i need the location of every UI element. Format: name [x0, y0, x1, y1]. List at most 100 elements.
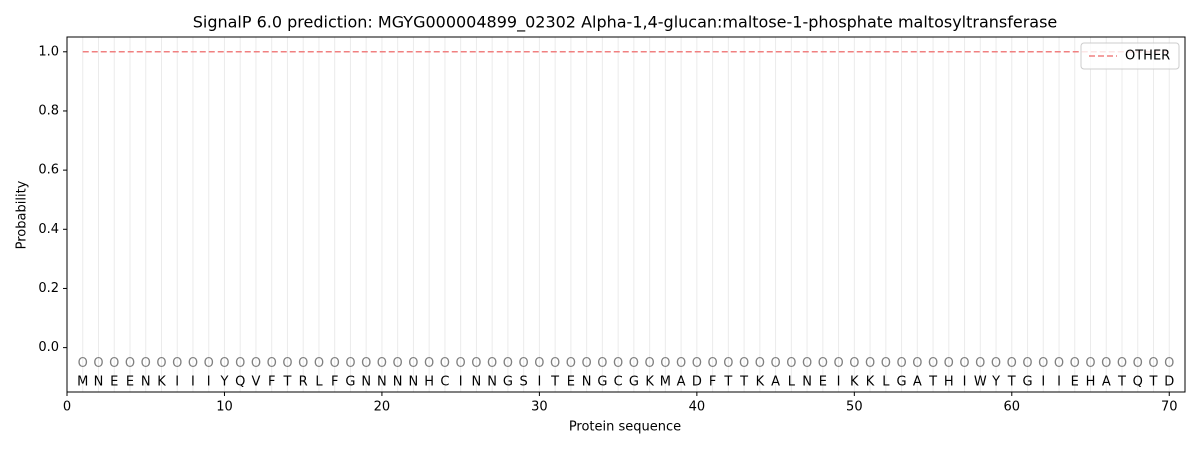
predicted-label: O — [676, 356, 686, 371]
predicted-label: O — [786, 356, 796, 371]
residue-label: K — [850, 375, 859, 390]
residue-label: A — [771, 375, 780, 390]
residue-label: I — [963, 375, 967, 390]
residue-label: T — [739, 375, 748, 390]
predicted-label: O — [881, 356, 891, 371]
predicted-label: O — [345, 356, 355, 371]
residue-label: E — [819, 375, 827, 390]
residue-label: F — [709, 375, 716, 390]
predicted-label: O — [519, 356, 529, 371]
residue-label: N — [487, 375, 497, 390]
predicted-label: O — [1007, 356, 1017, 371]
residue-label: I — [1057, 375, 1061, 390]
y-tick-label: 0.8 — [38, 103, 59, 118]
predicted-label: O — [188, 356, 198, 371]
residue-label: H — [424, 375, 434, 390]
residue-label: G — [897, 375, 907, 390]
residue-label: C — [440, 375, 449, 390]
predicted-label: O — [314, 356, 324, 371]
predicted-label: O — [235, 356, 245, 371]
residue-label: N — [393, 375, 403, 390]
y-tick-label: 0.6 — [38, 163, 59, 178]
predicted-label: O — [393, 356, 403, 371]
predicted-label: O — [849, 356, 859, 371]
predicted-label: O — [424, 356, 434, 371]
predicted-label: O — [723, 356, 733, 371]
predicted-label: O — [645, 356, 655, 371]
predicted-label: O — [597, 356, 607, 371]
residue-label: M — [77, 375, 88, 390]
residue-label: D — [692, 375, 702, 390]
residue-label: N — [582, 375, 592, 390]
residue-label: I — [459, 375, 463, 390]
residue-label: V — [252, 375, 261, 390]
predicted-label: O — [833, 356, 843, 371]
predicted-label: O — [755, 356, 765, 371]
predicted-label: O — [1070, 356, 1080, 371]
residue-label: H — [1086, 375, 1096, 390]
predicted-label: O — [692, 356, 702, 371]
predicted-label: O — [156, 356, 166, 371]
x-tick-label: 60 — [1004, 400, 1021, 415]
predicted-label: O — [251, 356, 261, 371]
residue-label: A — [913, 375, 922, 390]
residue-label: N — [377, 375, 387, 390]
predicted-label: O — [928, 356, 938, 371]
predicted-label: O — [377, 356, 387, 371]
residue-label: L — [788, 375, 796, 390]
residue-label: I — [191, 375, 195, 390]
residue-label: Y — [219, 375, 228, 390]
predicted-label: O — [975, 356, 985, 371]
residue-label: E — [567, 375, 575, 390]
plot-frame — [66, 36, 1186, 393]
predicted-label: O — [534, 356, 544, 371]
residue-label: K — [756, 375, 765, 390]
x-axis-label: Protein sequence — [569, 420, 681, 435]
residue-label: N — [141, 375, 151, 390]
predicted-label: O — [739, 356, 749, 371]
predicted-label: O — [361, 356, 371, 371]
x-tick-label: 70 — [1161, 400, 1178, 415]
predicted-label: O — [1117, 356, 1127, 371]
predicted-label: O — [330, 356, 340, 371]
y-tick-label: 0.4 — [38, 222, 59, 237]
predicted-label: O — [550, 356, 560, 371]
residue-label: S — [520, 375, 528, 390]
predicted-label: O — [109, 356, 119, 371]
residue-label: I — [175, 375, 179, 390]
residue-label: T — [1117, 375, 1126, 390]
x-tick-label: 50 — [846, 400, 863, 415]
residue-label: E — [1071, 375, 1079, 390]
residue-label: I — [837, 375, 841, 390]
predicted-label: O — [802, 356, 812, 371]
chart-title: SignalP 6.0 prediction: MGYG000004899_02… — [193, 13, 1058, 33]
residue-label: Y — [991, 375, 1000, 390]
predicted-label: O — [503, 356, 513, 371]
legend-box — [1080, 42, 1180, 70]
residue-label: K — [157, 375, 166, 390]
predicted-label: O — [298, 356, 308, 371]
residue-label: G — [1022, 375, 1032, 390]
residue-label: A — [677, 375, 686, 390]
residue-label: E — [110, 375, 118, 390]
y-axis-label: Probability — [15, 180, 30, 249]
predicted-label: O — [440, 356, 450, 371]
residue-label: I — [537, 375, 541, 390]
predicted-label: O — [1022, 356, 1032, 371]
predicted-label: O — [1133, 356, 1143, 371]
predicted-label: O — [1101, 356, 1111, 371]
x-tick-label: 20 — [374, 400, 391, 415]
predicted-label: O — [912, 356, 922, 371]
residue-label: L — [882, 375, 890, 390]
residue-label: E — [126, 375, 134, 390]
residue-label: T — [1149, 375, 1158, 390]
legend-label: OTHER — [1125, 49, 1170, 64]
residue-label: L — [315, 375, 323, 390]
residue-label: N — [94, 375, 104, 390]
residue-label: G — [597, 375, 607, 390]
residue-label: W — [974, 375, 987, 390]
residue-label: H — [944, 375, 954, 390]
predicted-label: O — [1085, 356, 1095, 371]
predicted-label: O — [471, 356, 481, 371]
